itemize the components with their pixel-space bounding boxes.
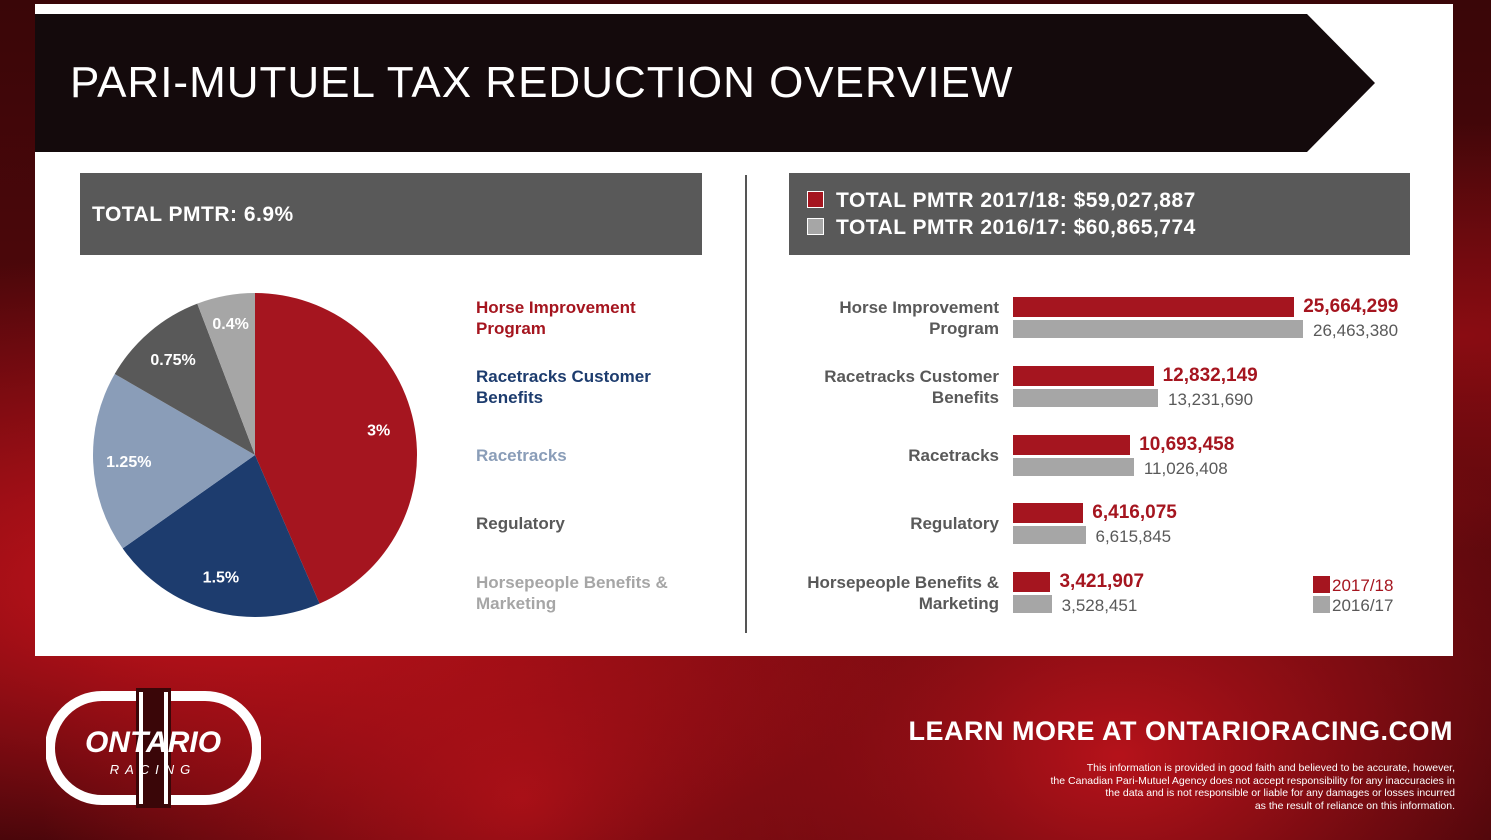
bar-header: TOTAL PMTR 2017/18: $59,027,887 TOTAL PM… — [789, 173, 1410, 255]
pie-chart: 3% 1.5% 1.25% 0.75% 0.4% — [92, 293, 417, 617]
logo-text-bottom: RACING — [110, 762, 197, 777]
bar-category-label-4: Horsepeople Benefits & Marketing — [759, 572, 999, 614]
pie-legend-item-3: Regulatory — [476, 513, 565, 534]
page-title: PARI-MUTUEL TAX REDUCTION OVERVIEW — [70, 58, 1014, 107]
total-pmtr-label: TOTAL PMTR: 6.9% — [92, 203, 294, 226]
bar-value-2016-4: 3,528,451 — [1061, 596, 1138, 615]
bar-category-line: Racetracks — [908, 446, 999, 465]
bar-category-line: Marketing — [918, 594, 999, 613]
bar-category-label-2: Racetracks — [759, 445, 999, 466]
bar-category-line: Benefits — [931, 388, 999, 407]
pie-slice-2 — [92, 374, 255, 549]
bar-value-2017-0: 25,664,299 — [1303, 296, 1399, 317]
pie-slice-label-1: 1.5% — [203, 570, 239, 587]
pie-slice-label-3: 0.75% — [150, 352, 195, 369]
bar-legend-label-2016: 2016/17 — [1332, 596, 1394, 615]
pie-slice-label-4: 0.4% — [212, 316, 248, 333]
bar-value-2016-0: 26,463,380 — [1313, 321, 1399, 340]
pie-slice-4 — [197, 293, 255, 455]
bar-2016-0 — [1013, 320, 1303, 338]
pie-legend-line: Benefits — [476, 388, 544, 407]
bar-2017-0 — [1013, 297, 1295, 317]
bar-legend-swatch-2016 — [1313, 596, 1330, 613]
bar-category-label-1: Racetracks Customer Benefits — [759, 366, 999, 408]
disclaimer: This information is provided in good fai… — [935, 762, 1455, 812]
bar-value-2017-1: 12,832,149 — [1162, 365, 1258, 386]
total-2017-label: TOTAL PMTR 2017/18: $59,027,887 — [836, 189, 1196, 212]
learn-more-text: LEARN MORE AT ONTARIORACING.COM — [908, 716, 1453, 746]
pie-slice-label-2: 1.25% — [106, 454, 151, 471]
bar-legend-2017: 2017/18 — [1313, 576, 1393, 596]
bar-2017-1 — [1013, 366, 1154, 386]
bar-2016-3 — [1013, 526, 1086, 544]
pie-legend-item-2: Racetracks — [476, 445, 567, 466]
bar-category-label-3: Regulatory — [759, 513, 999, 534]
pie-slice-0 — [255, 293, 417, 604]
disclaimer-line: the Canadian Pari-Mutuel Agency does not… — [1050, 774, 1455, 787]
bar-category-line: Regulatory — [910, 514, 999, 533]
total-2016-label: TOTAL PMTR 2016/17: $60,865,774 — [836, 216, 1196, 239]
legend-swatch-2017 — [807, 191, 824, 208]
pie-legend-line: Racetracks — [476, 446, 567, 465]
logo-text-top: ONTARIO — [85, 726, 221, 759]
bar-2016-1 — [1013, 389, 1158, 407]
pie-slice-1 — [122, 455, 320, 617]
bar-value-2017-2: 10,693,458 — [1139, 434, 1235, 455]
pie-legend-item-1: Racetracks Customer Benefits — [476, 366, 651, 408]
pie-legend-line: Horse Improvement — [476, 298, 636, 317]
title-banner — [35, 14, 1375, 152]
bar-value-2017-4: 3,421,907 — [1059, 571, 1145, 592]
bar-2017-2 — [1013, 435, 1131, 455]
pie-legend-line: Regulatory — [476, 514, 565, 533]
bar-value-2017-3: 6,416,075 — [1092, 502, 1177, 523]
bar-2017-3 — [1013, 503, 1084, 523]
header-legend-2016: TOTAL PMTR 2016/17: $60,865,774 — [807, 216, 1196, 240]
legend-swatch-2016 — [807, 218, 824, 235]
bar-2017-4 — [1013, 572, 1051, 592]
pie-legend-item-0: Horse Improvement Program — [476, 297, 636, 339]
panel-divider — [745, 175, 747, 633]
disclaimer-line: as the result of reliance on this inform… — [1254, 799, 1455, 812]
bar-value-2016-3: 6,615,845 — [1095, 527, 1172, 546]
pie-slice-3 — [114, 303, 255, 455]
disclaimer-line: This information is provided in good fai… — [1086, 762, 1455, 774]
pie-legend-line: Racetracks Customer — [476, 367, 651, 386]
bar-2016-2 — [1013, 458, 1134, 476]
header-legend-2017: TOTAL PMTR 2017/18: $59,027,887 — [807, 189, 1196, 213]
bar-legend-swatch-2017 — [1313, 576, 1330, 593]
pie-legend-line: Horsepeople Benefits & — [476, 573, 668, 592]
pie-legend-item-4: Horsepeople Benefits & Marketing — [476, 572, 668, 614]
bar-category-line: Program — [929, 319, 999, 338]
bar-category-label-0: Horse Improvement Program — [759, 297, 999, 339]
bar-category-line: Horsepeople Benefits & — [807, 573, 999, 592]
bar-legend-2016: 2016/17 — [1313, 596, 1393, 616]
bar-value-2016-1: 13,231,690 — [1168, 390, 1254, 409]
ontario-racing-logo: ONTARIO RACING — [46, 688, 261, 808]
pie-header: TOTAL PMTR: 6.9% — [80, 173, 702, 255]
bar-value-2016-2: 11,026,408 — [1143, 459, 1228, 478]
disclaimer-line: the data and is not responsible or liabl… — [1105, 787, 1455, 799]
pie-slice-label-0: 3% — [367, 422, 390, 439]
bar-category-line: Horse Improvement — [839, 298, 999, 317]
bar-2016-4 — [1013, 595, 1052, 613]
pie-legend-line: Marketing — [476, 594, 557, 613]
bar-category-line: Racetracks Customer — [824, 367, 999, 386]
pie-legend-line: Program — [476, 319, 546, 338]
bar-legend-label-2017: 2017/18 — [1332, 576, 1394, 595]
